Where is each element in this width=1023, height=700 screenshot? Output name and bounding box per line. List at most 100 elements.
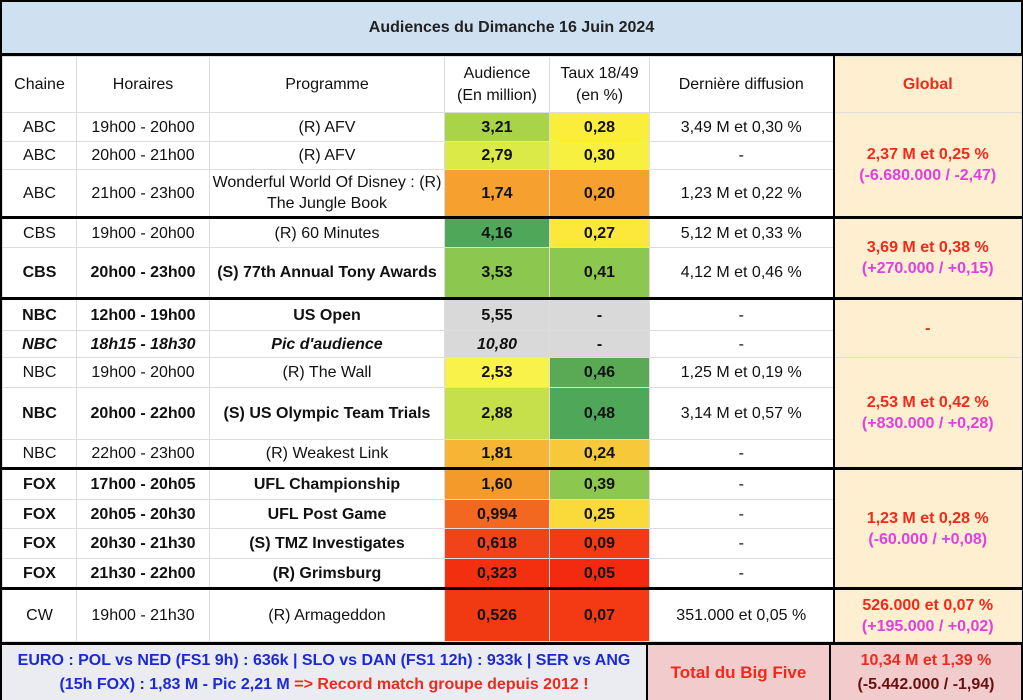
cell-global: 526.000 et 0,07 % (+195.000 / +0,02) [832, 587, 1022, 642]
cell-programme: (R) Weakest Link [209, 439, 445, 469]
cell-audience: 1,60 [444, 467, 550, 500]
cell-horaires: 19h00 - 21h30 [76, 587, 210, 642]
cell-programme: (R) Armageddon [209, 587, 445, 642]
cell-horaires: 19h00 - 20h00 [76, 216, 210, 248]
cell-chaine: ABC [2, 169, 77, 218]
big-five-line1: 10,34 M et 1,39 % [860, 651, 992, 669]
global-change: (+830.000 / +0,28) [861, 414, 994, 432]
table-row: FOX 20h05 - 20h30 UFL Post Game 0,994 0,25- [2, 499, 1022, 529]
table-row: CBS 19h00 - 20h00 (R) 60 Minutes 4,16 0,27 5,… [2, 216, 1022, 299]
cell-audience: 10,80 [444, 330, 550, 358]
cell-derniere: 3,14 M et 0,57 % [649, 387, 834, 440]
page-title: Audiences du Dimanche 16 Juin 2024 [2, 2, 1021, 56]
cell-chaine: NBC [2, 439, 77, 469]
audience-table: Chaine Horaires Programme Audience (En mi… [2, 56, 1022, 642]
cell-global: 2,37 M et 0,25 % (-6.680.000 / -2,47) [832, 112, 1022, 218]
table-row: ABC 19h00 - 20h00 (R) AFV 3,21 0,28 3,49 M et… [2, 112, 1022, 218]
cell-programme: US Open [209, 297, 445, 331]
cell-taux: 0,46 [549, 357, 650, 388]
euro-text: EURO : POL vs NED (FS1 9h) : 636k | SLO … [17, 651, 631, 693]
table-row: FOX 21h30 - 22h00 (R) Grimsburg 0,323 0,05- [2, 558, 1022, 589]
cell-audience: 1,81 [444, 439, 550, 469]
cell-global: 1,23 M et 0,28 % (-60.000 / +0,08) [832, 467, 1022, 589]
cell-chaine: NBC [2, 387, 77, 440]
cell-derniere: - [649, 467, 834, 500]
cell-horaires: 20h00 - 21h00 [76, 141, 210, 170]
cell-chaine: ABC [2, 112, 77, 142]
cell-horaires: 21h00 - 23h00 [76, 169, 210, 218]
cell-derniere: 351.000 et 0,05 % [649, 587, 834, 642]
header-derniere: Dernière diffusion [649, 56, 834, 113]
cell-chaine: FOX [2, 499, 77, 529]
header-row: Chaine Horaires Programme Audience (En mi… [2, 56, 1022, 113]
cell-taux: 0,48 [549, 387, 650, 440]
cell-derniere: - [649, 528, 834, 559]
cell-horaires: 20h30 - 21h30 [76, 528, 210, 559]
cell-audience: 3,21 [444, 112, 550, 142]
cell-programme: UFL Championship [209, 467, 445, 500]
cell-audience: 0,323 [444, 558, 550, 589]
cell-horaires: 17h00 - 20h05 [76, 467, 210, 500]
cell-programme: (R) AFV [209, 141, 445, 170]
cell-taux: 0,24 [549, 439, 650, 469]
cell-global: 2,53 M et 0,42 % (+830.000 / +0,28) [832, 357, 1022, 469]
cell-chaine: CBS [2, 247, 77, 299]
cell-programme: (R) 60 Minutes [209, 216, 445, 248]
global-value: 3,69 M et 0,38 % [866, 239, 989, 256]
table-row: NBC 20h00 - 22h00 (S) US Olympic Team Tria… [2, 387, 1022, 440]
table-row: ABC 20h00 - 21h00 (R) AFV 2,79 0,30- [2, 141, 1022, 170]
cell-chaine: CBS [2, 216, 77, 248]
table-row: FOX 17h00 - 20h05 UFL Championship 1,60 0,39… [2, 467, 1022, 589]
cell-audience: 5,55 [444, 297, 550, 331]
global-value: 2,37 M et 0,25 % [866, 145, 989, 163]
header-audience-line2: (En million) [456, 86, 537, 104]
table-row: NBC 18h15 - 18h30 Pic d'audience 10,80- - [2, 330, 1022, 358]
cell-derniere: - [649, 499, 834, 529]
cell-horaires: 20h05 - 20h30 [76, 499, 210, 529]
cell-derniere: 3,49 M et 0,30 % [649, 112, 834, 142]
cell-programme: (R) AFV [209, 112, 445, 142]
global-change: (+270.000 / +0,15) [861, 260, 994, 277]
cell-horaires: 20h00 - 22h00 [76, 387, 210, 440]
cell-taux: - [549, 297, 650, 331]
cell-taux: 0,41 [549, 247, 650, 299]
cell-programme: Pic d'audience [209, 330, 445, 358]
cell-taux: 0,28 [549, 112, 650, 142]
global-value: - [925, 320, 931, 337]
cell-programme: (R) Grimsburg [209, 558, 445, 589]
cell-chaine: FOX [2, 558, 77, 589]
cell-derniere: 1,23 M et 0,22 % [649, 169, 834, 218]
table-row: FOX 20h30 - 21h30 (S) TMZ Investigates 0,61… [2, 528, 1022, 559]
cell-derniere: 4,12 M et 0,46 % [649, 247, 834, 299]
cell-audience: 2,79 [444, 141, 550, 170]
cell-horaires: 22h00 - 23h00 [76, 439, 210, 469]
header-taux: Taux 18/49 (en %) [549, 56, 650, 113]
cell-audience: 4,16 [444, 216, 550, 248]
cell-horaires: 12h00 - 19h00 [76, 297, 210, 331]
header-horaires: Horaires [76, 56, 210, 113]
cell-horaires: 20h00 - 23h00 [76, 247, 210, 299]
cell-taux: - [549, 330, 650, 358]
global-value: 2,53 M et 0,42 % [866, 393, 989, 411]
cell-derniere: - [649, 439, 834, 469]
header-taux-line2: (en %) [575, 86, 624, 104]
header-taux-line1: Taux 18/49 [560, 64, 639, 82]
cell-horaires: 18h15 - 18h30 [76, 330, 210, 358]
cell-global: - [832, 297, 1022, 358]
table-row: CW 19h00 - 21h30 (R) Armageddon 0,526 0,07 35… [2, 587, 1022, 642]
cell-chaine: NBC [2, 330, 77, 358]
cell-taux: 0,27 [549, 216, 650, 248]
big-five-label: Total du Big Five [648, 645, 831, 700]
record-text: => Record match groupe depuis 2012 ! [294, 675, 589, 693]
table-row: CBS 20h00 - 23h00 (S) 77th Annual Tony Awa… [2, 247, 1022, 299]
euro-note: EURO : POL vs NED (FS1 9h) : 636k | SLO … [2, 645, 648, 700]
cell-taux: 0,07 [549, 587, 650, 642]
header-audience-line1: Audience [463, 64, 531, 82]
big-five-total: 10,34 M et 1,39 % (-5.442.000 / -1,94) [831, 645, 1021, 700]
cell-chaine: NBC [2, 357, 77, 388]
cell-taux: 0,25 [549, 499, 650, 529]
cell-derniere: - [649, 330, 834, 358]
footer: EURO : POL vs NED (FS1 9h) : 636k | SLO … [2, 642, 1021, 700]
header-chaine: Chaine [2, 56, 77, 113]
